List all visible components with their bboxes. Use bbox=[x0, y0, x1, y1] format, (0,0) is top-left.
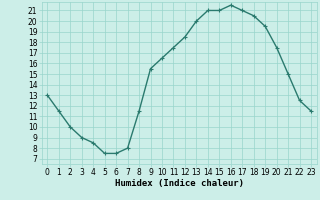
X-axis label: Humidex (Indice chaleur): Humidex (Indice chaleur) bbox=[115, 179, 244, 188]
